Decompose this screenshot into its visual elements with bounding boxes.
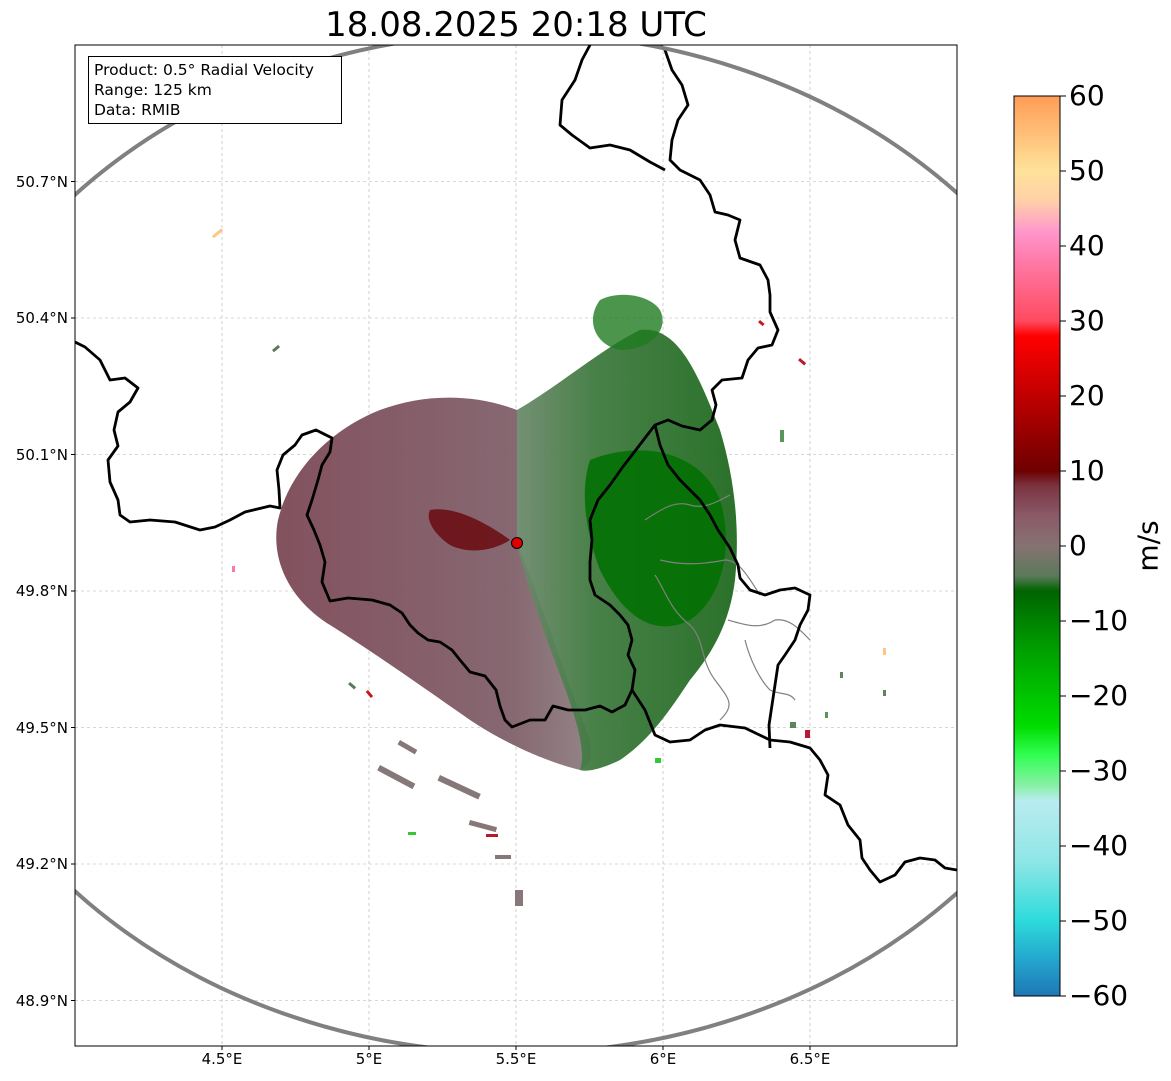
colorbar-tick-label: 30 xyxy=(1069,303,1105,337)
lat-label: 49.8°N xyxy=(15,582,68,600)
echo-receding-region xyxy=(276,397,592,770)
colorbar-unit: m/s xyxy=(1131,520,1165,572)
colorbar-tick-label: −10 xyxy=(1069,603,1129,637)
colorbar-tick-label: 60 xyxy=(1069,78,1105,112)
echo-scattered-pixels xyxy=(212,228,886,837)
border-france-luxembourg-south xyxy=(630,689,957,884)
echo-northeast-cells xyxy=(592,294,663,350)
axis-ticks xyxy=(71,181,811,1050)
colorbar-tick-label: −30 xyxy=(1069,753,1129,787)
echo-inbound-core xyxy=(584,450,726,627)
lat-label: 50.4°N xyxy=(15,309,68,327)
colorbar-tick-label: 10 xyxy=(1069,453,1105,487)
colorbar-ticks xyxy=(1060,95,1066,997)
lon-label: 6.5°E xyxy=(789,1050,831,1068)
colorbar-tick-label: −50 xyxy=(1069,903,1129,937)
region-border-luxembourg-canton-4 xyxy=(644,494,731,521)
radar-echoes xyxy=(212,228,886,906)
border-north-lobe xyxy=(558,45,666,172)
colorbar-tick-label: 20 xyxy=(1069,378,1105,412)
border-luxembourg-germany xyxy=(653,424,812,749)
colorbar-tick-label: −20 xyxy=(1069,678,1129,712)
colorbar-tick-label: 0 xyxy=(1069,528,1087,562)
info-range: Range: 125 km xyxy=(94,81,212,99)
product-info-box: Product: 0.5° Radial Velocity Range: 125… xyxy=(88,56,342,124)
region-border-luxembourg-canton xyxy=(654,574,730,721)
map-title: 18.08.2025 20:18 UTC xyxy=(325,5,707,45)
lon-label: 4.5°E xyxy=(201,1050,243,1068)
radar-site-marker xyxy=(511,537,523,549)
lon-label: 5.5°E xyxy=(495,1050,537,1068)
lat-label: 49.2°N xyxy=(15,855,68,873)
lat-label: 49.5°N xyxy=(15,718,68,737)
region-border-luxembourg-canton-2 xyxy=(727,619,811,641)
lat-label: 50.7°N xyxy=(15,172,68,191)
colorbar-tick-label: −40 xyxy=(1069,828,1129,862)
region-border-luxembourg-canton-5 xyxy=(659,559,761,596)
colorbar-tick-label: −60 xyxy=(1069,978,1129,1012)
lon-label: 6°E xyxy=(649,1050,677,1068)
echo-outbound-core xyxy=(428,509,510,551)
region-border-luxembourg-canton-3 xyxy=(744,639,796,701)
colorbar-tick-label: 40 xyxy=(1069,228,1105,262)
lon-label: 5°E xyxy=(355,1050,383,1068)
echo-southwest-streaks xyxy=(377,739,523,906)
info-data-source: Data: RMIB xyxy=(94,101,181,119)
colorbar xyxy=(1013,95,1066,997)
info-product: Product: 0.5° Radial Velocity xyxy=(94,61,314,79)
lat-label: 50.1°N xyxy=(15,445,68,464)
lat-label: 48.9°N xyxy=(15,991,68,1010)
border-france-belgium-west xyxy=(75,45,780,729)
colorbar-tick-label: 50 xyxy=(1069,153,1105,187)
